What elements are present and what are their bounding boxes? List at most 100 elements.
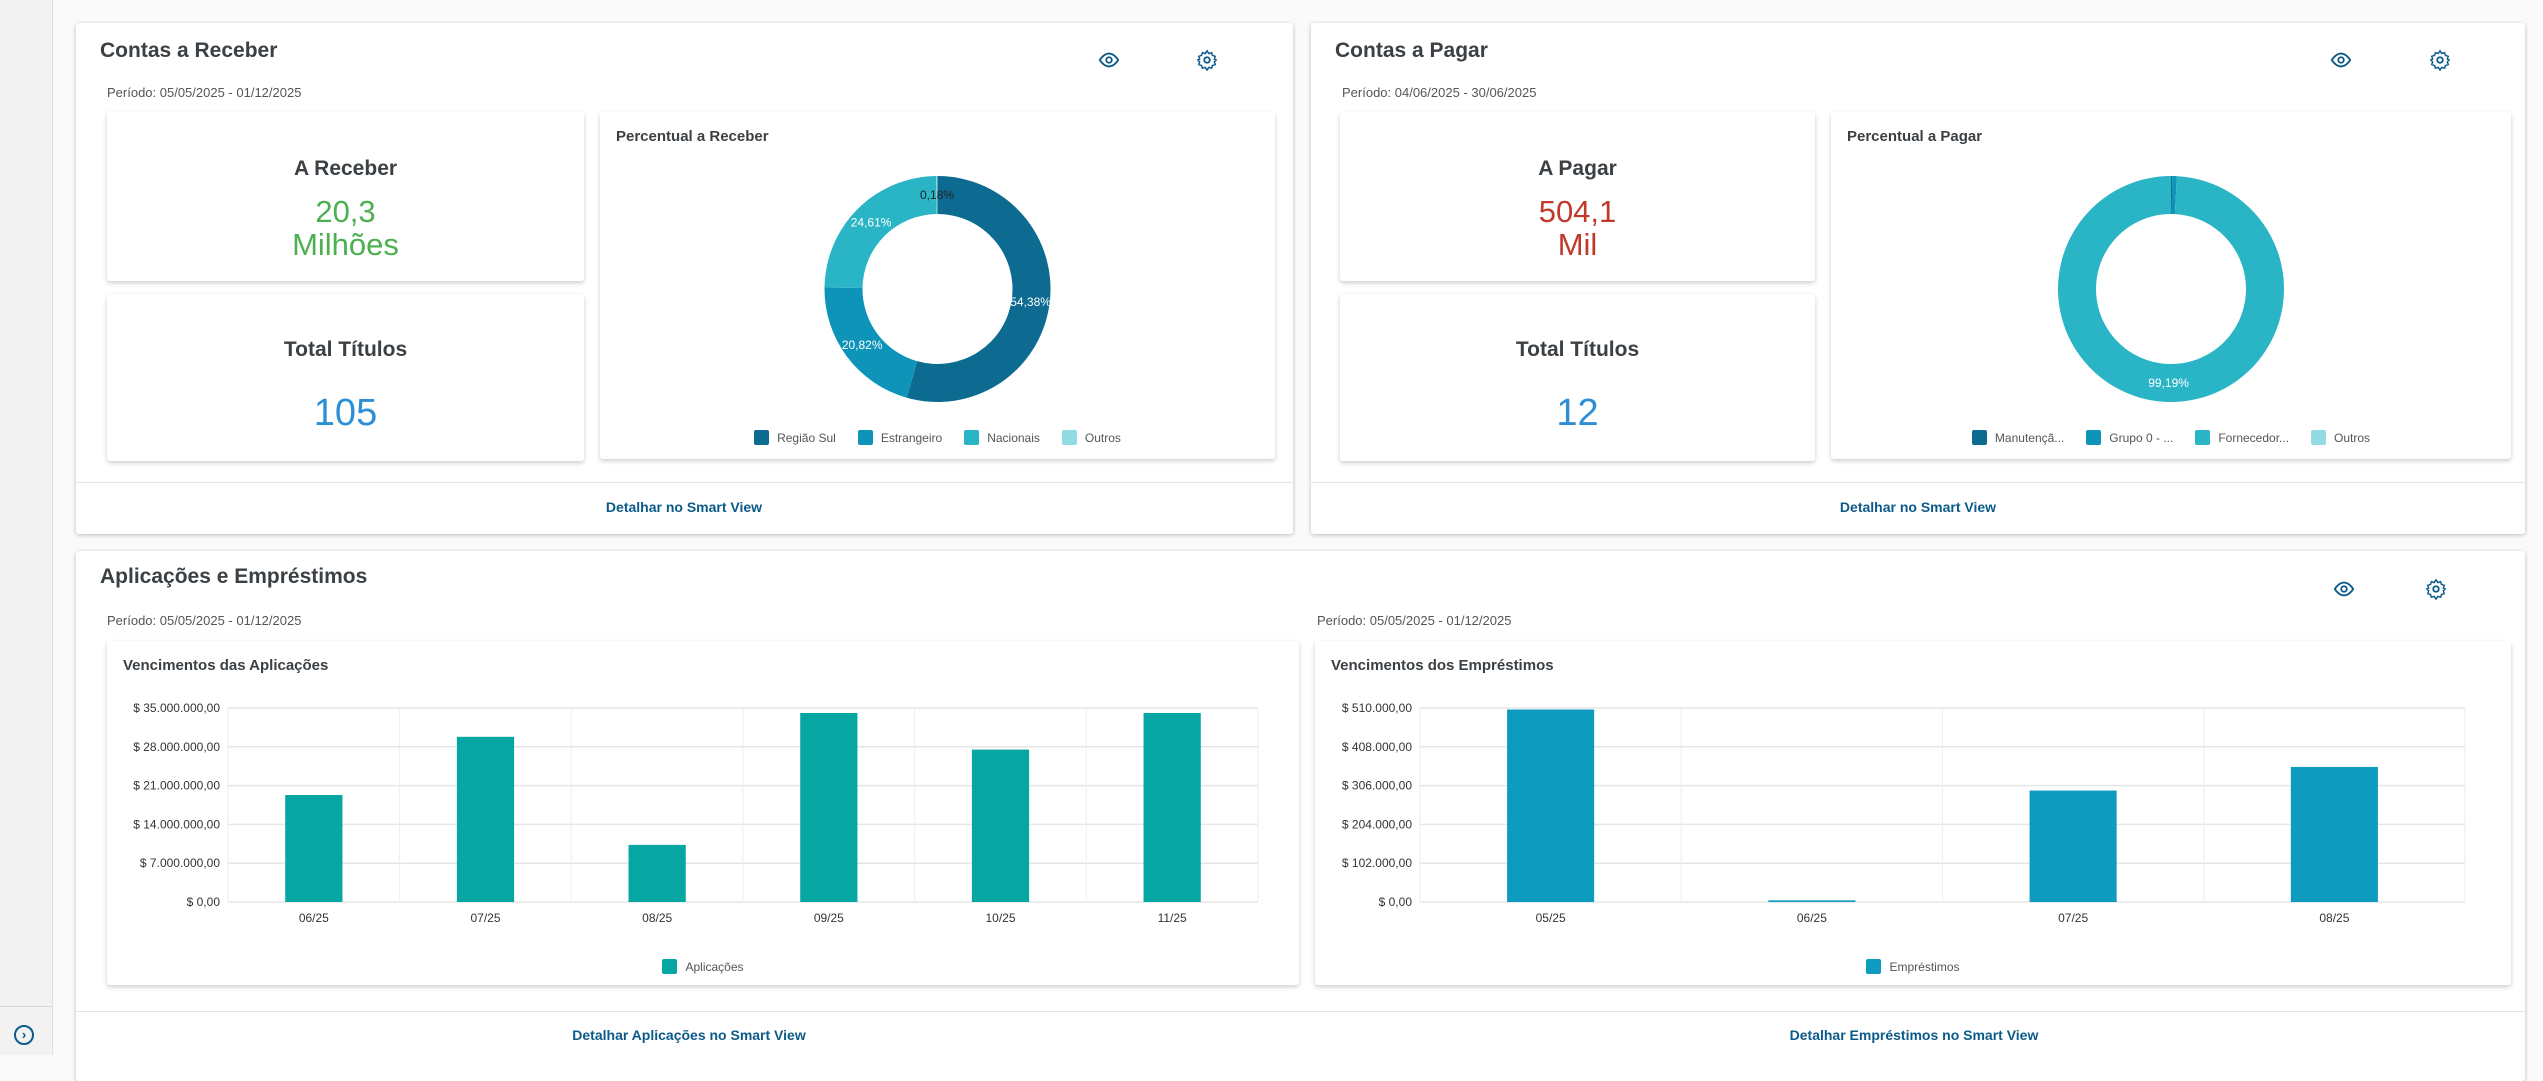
kpi-title: A Receber	[293, 157, 398, 180]
donut-slice[interactable]	[2058, 176, 2284, 402]
legend-swatch	[2086, 430, 2102, 445]
sidebar: ›	[0, 0, 53, 1055]
slice-label: 0,18%	[920, 188, 954, 202]
bar[interactable]	[2029, 790, 2117, 902]
legend-label: Outros	[1084, 430, 1121, 445]
legend-item[interactable]: Grupo 0 - ...	[2086, 430, 2173, 445]
detalhar-aplicacoes-link[interactable]: Detalhar Aplicações no Smart View	[572, 1027, 806, 1043]
y-tick-label: $ 408.000,00	[1342, 740, 1412, 754]
detalhar-smart-view-link[interactable]: Detalhar no Smart View	[1839, 499, 1997, 515]
aplicacoes-emprestimos-card: Aplicações e Empréstimos Período: 05/05/…	[76, 551, 2525, 1081]
contas-a-pagar-card: Contas a Pagar Período: 04/06/2025 - 30/…	[1311, 23, 2525, 534]
legend-item[interactable]: Empréstimos	[1866, 959, 1960, 974]
legend-label: Aplicações	[685, 959, 744, 974]
y-tick-label: $ 7.000.000,00	[140, 856, 220, 870]
gear-icon[interactable]	[1196, 49, 1218, 71]
card-title: Contas a Pagar	[1335, 39, 1488, 62]
x-tick-label: 05/25	[1536, 911, 1566, 925]
x-tick-label: 10/25	[985, 911, 1015, 925]
legend-label: Manutençã...	[1994, 430, 2065, 445]
legend-swatch	[662, 959, 678, 974]
legend-item[interactable]: Outros	[2311, 430, 2370, 445]
legend-label: Empréstimos	[1889, 959, 1960, 974]
chart-title: Percentual a Pagar	[1847, 128, 1983, 145]
card-divider	[76, 1011, 2525, 1012]
bar[interactable]	[285, 795, 343, 902]
kpi-unit: Mil	[1557, 227, 1598, 262]
period-label: Período: 05/05/2025 - 01/12/2025	[107, 85, 302, 100]
y-tick-label: $ 102.000,00	[1342, 856, 1412, 870]
detalhar-emprestimos-link[interactable]: Detalhar Empréstimos no Smart View	[1789, 1027, 2039, 1043]
legend-swatch	[2311, 430, 2327, 445]
legend-label: Região Sul	[777, 430, 836, 445]
y-tick-label: $ 28.000.000,00	[133, 740, 220, 754]
bar[interactable]	[971, 749, 1030, 902]
bar[interactable]	[628, 844, 686, 902]
kpi-title: Total Títulos	[283, 338, 408, 361]
legend-swatch	[857, 430, 873, 445]
gear-icon[interactable]	[2429, 49, 2451, 71]
y-tick-label: $ 35.000.000,00	[133, 701, 220, 715]
chart-title: Vencimentos dos Empréstimos	[1331, 657, 1554, 674]
period-label: Período: 05/05/2025 - 01/12/2025	[1317, 613, 1512, 628]
legend-swatch	[1866, 959, 1882, 974]
legend-swatch	[1971, 430, 1987, 445]
kpi-value: 12	[1556, 392, 1599, 434]
eye-icon[interactable]	[1098, 49, 1120, 71]
kpi-title: A Pagar	[1538, 157, 1617, 180]
x-tick-label: 06/25	[299, 911, 329, 925]
legend-item[interactable]: Outros	[1061, 430, 1121, 445]
slice-label: 24,61%	[851, 215, 892, 229]
bar-chart: $ 0,00 $ 102.000,00 $ 204.000,00 $ 306.000,…	[1342, 701, 2466, 925]
chart-legend: Empréstimos	[1315, 959, 2511, 974]
bar[interactable]	[1143, 712, 1201, 902]
legend-item[interactable]: Aplicações	[662, 959, 744, 974]
kpi-value: 105	[313, 392, 378, 434]
legend-item[interactable]: Região Sul	[754, 430, 836, 445]
donut-slice[interactable]	[906, 176, 1051, 403]
donut-slice[interactable]	[2171, 176, 2177, 215]
slice-label: 99,19%	[2148, 376, 2189, 390]
chart-title: Percentual a Receber	[616, 128, 769, 145]
donut-slice[interactable]	[936, 176, 938, 215]
legend-item[interactable]: Estrangeiro	[857, 430, 942, 445]
card-title: Contas a Receber	[100, 39, 278, 62]
y-tick-label: $ 0,00	[1379, 895, 1413, 909]
eye-icon[interactable]	[2330, 49, 2352, 71]
bar[interactable]	[2290, 766, 2378, 902]
kpi-title: Total Títulos	[1515, 338, 1640, 361]
y-tick-label: $ 204.000,00	[1342, 817, 1412, 831]
legend-item[interactable]: Manutençã...	[1971, 430, 2065, 445]
legend-label: Nacionais	[987, 430, 1040, 445]
percentual-a-pagar-chart: Percentual a Pagar 0,17% 99,19% Manutençã…	[1831, 112, 2511, 459]
chart-legend: Região Sul Estrangeiro Nacionais Outros	[600, 430, 1275, 445]
slice-label: 54,38%	[1010, 295, 1051, 309]
chart-title: Vencimentos das Aplicações	[123, 657, 329, 674]
vencimentos-emprestimos-chart: Vencimentos dos Empréstimos $ 0,00 $ 102.…	[1315, 641, 2511, 985]
x-tick-label: 08/25	[2319, 911, 2349, 925]
y-tick-label: $ 14.000.000,00	[133, 817, 220, 831]
bar[interactable]	[800, 712, 858, 902]
bar[interactable]	[456, 736, 515, 902]
y-tick-label: $ 510.000,00	[1342, 701, 1412, 715]
bar-chart: $ 0,00 $ 7.000.000,00 $ 14.000.000,00 $ 21.…	[133, 701, 1259, 925]
legend-item[interactable]: Fornecedor...	[2195, 430, 2289, 445]
donut-slice[interactable]	[824, 176, 937, 289]
eye-icon[interactable]	[2333, 578, 2355, 600]
percentual-a-receber-chart: Percentual a Receber 54,38% 20,82% 24,61% 0…	[600, 112, 1275, 459]
bar[interactable]	[1507, 709, 1595, 902]
expand-sidebar-button[interactable]: ›	[14, 1025, 34, 1045]
gear-icon[interactable]	[2425, 578, 2447, 600]
x-tick-label: 11/25	[1158, 911, 1187, 925]
legend-swatch	[964, 430, 980, 445]
legend-item[interactable]: Nacionais	[964, 430, 1040, 445]
a-receber-kpi: A Receber 20,3 Milhões	[107, 112, 584, 281]
legend-swatch	[2195, 430, 2211, 445]
donut-slice[interactable]	[824, 287, 918, 398]
x-tick-label: 06/25	[1797, 911, 1827, 925]
bar[interactable]	[1768, 900, 1856, 902]
card-divider	[1311, 482, 2525, 483]
detalhar-smart-view-link[interactable]: Detalhar no Smart View	[605, 499, 763, 515]
donut-slice[interactable]	[2171, 176, 2173, 215]
x-tick-label: 08/25	[642, 911, 672, 925]
